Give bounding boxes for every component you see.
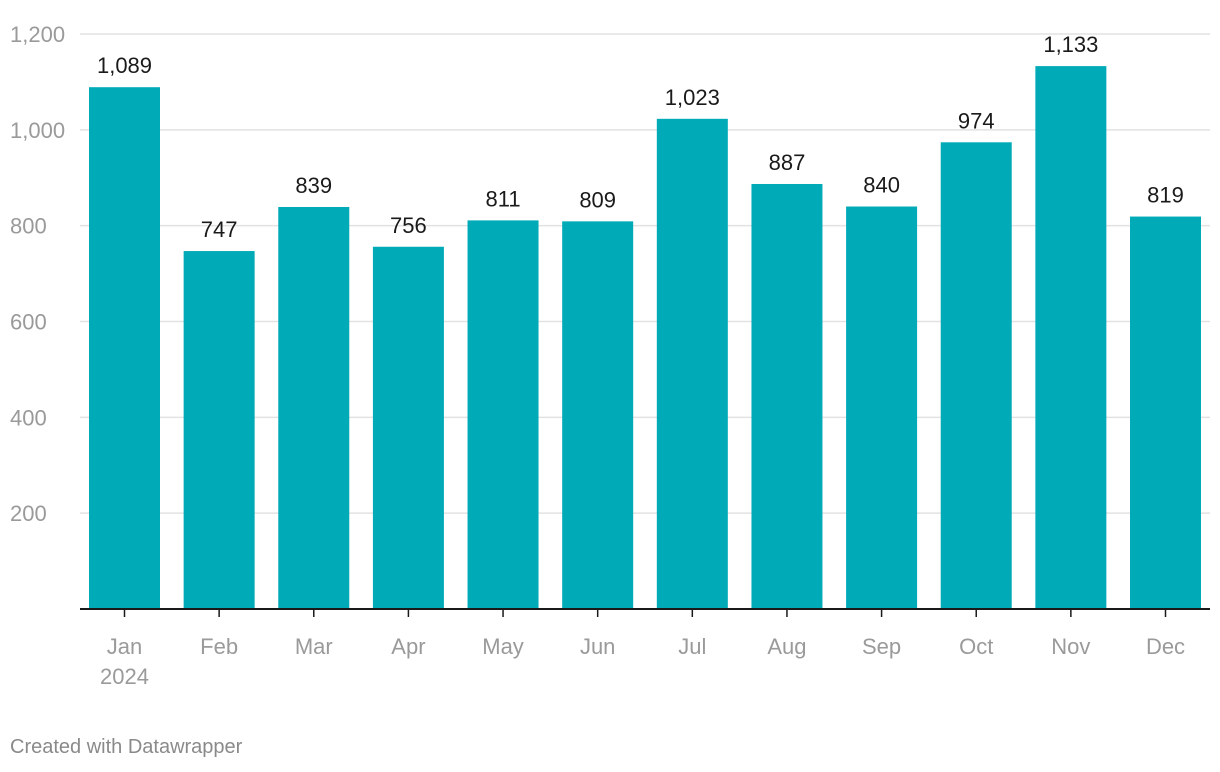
data-label: 974 xyxy=(958,108,995,133)
y-tick-label: 800 xyxy=(10,214,47,239)
bar xyxy=(562,221,634,609)
bar xyxy=(656,118,728,609)
y-tick-label: 600 xyxy=(10,310,47,335)
data-label: 747 xyxy=(201,217,238,242)
bar xyxy=(846,206,918,609)
x-tick-label: May xyxy=(482,634,524,659)
data-label: 1,133 xyxy=(1043,32,1098,57)
x-tick-label: Dec xyxy=(1146,634,1185,659)
x-tick-label: Jun xyxy=(580,634,615,659)
bar xyxy=(1130,216,1201,609)
y-tick-label: 1,000 xyxy=(10,118,65,143)
bar xyxy=(940,142,1012,609)
bars xyxy=(89,66,1201,610)
data-label: 839 xyxy=(295,173,332,198)
x-tick-label: Aug xyxy=(767,634,806,659)
y-tick-label: 200 xyxy=(10,501,47,526)
x-tick-label: Jan xyxy=(107,634,142,659)
gridlines xyxy=(80,33,1210,514)
data-label: 1,023 xyxy=(665,85,720,110)
x-tick-label: Mar xyxy=(295,634,333,659)
x-tick-label: Nov xyxy=(1051,634,1090,659)
data-label: 1,089 xyxy=(97,53,152,78)
value-labels: 1,089 747 839 756 811 809 1,023 887 840 974 1,133 8… xyxy=(97,32,1184,242)
x-tick-label: Oct xyxy=(959,634,993,659)
footer-credit: Created with Datawrapper xyxy=(10,736,243,758)
y-tick-label: 400 xyxy=(10,405,47,430)
data-label: 756 xyxy=(390,213,427,238)
x-tick-label: Apr xyxy=(391,634,425,659)
data-label: 811 xyxy=(486,186,521,211)
x-tick-label: Feb xyxy=(200,634,238,659)
data-label: 887 xyxy=(769,150,806,175)
bar xyxy=(751,183,823,609)
bar xyxy=(372,246,444,609)
bar xyxy=(278,206,350,609)
data-label: 809 xyxy=(579,187,616,212)
data-label: 840 xyxy=(863,173,900,198)
bar xyxy=(183,251,255,609)
x-axis-ticks: Jan 2024 Feb Mar Apr May Jun Jul Aug Sep Oct Nov Dec xyxy=(100,609,1185,689)
data-label: 819 xyxy=(1147,183,1184,208)
y-tick-label: 1,200 xyxy=(10,22,65,47)
x-tick-sublabel: 2024 xyxy=(100,664,149,689)
bar xyxy=(89,87,160,609)
y-axis-ticks: 200 400 600 800 1,000 1,200 xyxy=(10,22,65,526)
bar xyxy=(467,220,539,610)
x-tick-label: Jul xyxy=(678,634,706,659)
bar xyxy=(1035,66,1107,609)
x-tick-label: Sep xyxy=(862,634,901,659)
